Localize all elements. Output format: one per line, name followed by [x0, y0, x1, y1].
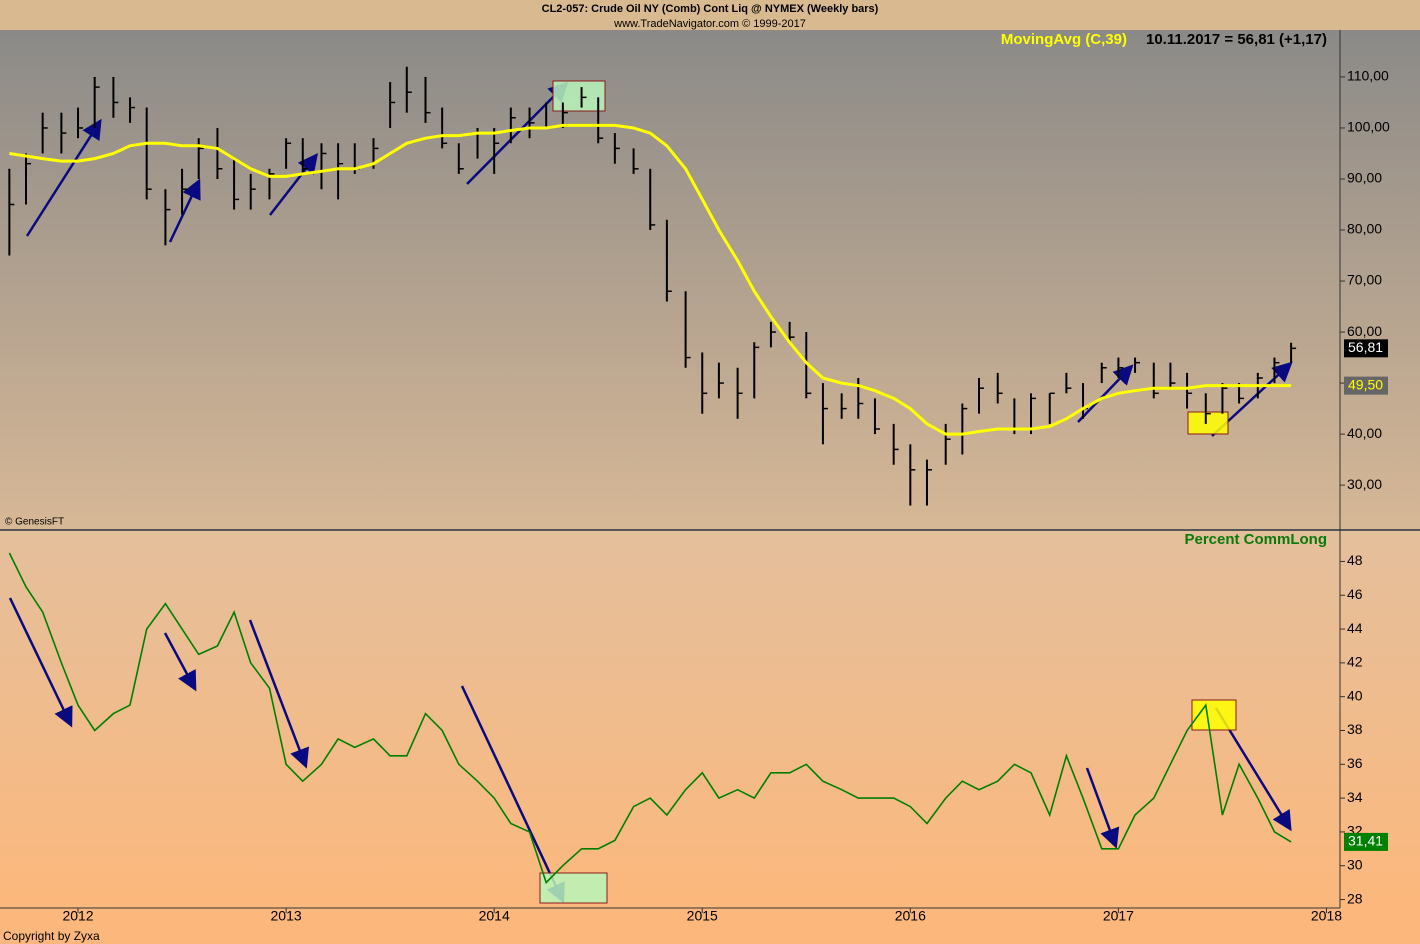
- y-tick-label: 44: [1347, 620, 1363, 636]
- y-tick-label: 42: [1347, 654, 1363, 670]
- x-tick-label: 2015: [687, 908, 718, 924]
- axis-bg: [0, 908, 1420, 944]
- y-tick-label: 60,00: [1347, 323, 1382, 339]
- price-panel: [0, 30, 1420, 530]
- last-value-label: 31,41: [1348, 833, 1383, 849]
- y-tick-label: 40,00: [1347, 425, 1382, 441]
- source: © GenesisFT: [5, 517, 64, 528]
- header-bg: [0, 0, 1420, 30]
- y-tick-label: 30,00: [1347, 476, 1382, 492]
- y-tick-label: 36: [1347, 755, 1363, 771]
- x-tick-label: 2014: [479, 908, 510, 924]
- plot: 30,0040,0050,0060,0070,0080,0090,00100,0…: [8, 66, 1390, 924]
- title: CL2-057: Crude Oil NY (Comb) Cont Liq @ …: [542, 3, 879, 15]
- x-tick-label: 2013: [271, 908, 302, 924]
- y-tick-label: 48: [1347, 552, 1363, 568]
- y-tick-label: 40: [1347, 687, 1363, 703]
- close-box: [1344, 339, 1388, 358]
- y-tick-label: 28: [1347, 890, 1363, 906]
- y-tick-label: 70,00: [1347, 272, 1382, 288]
- y-tick-label: 100,00: [1347, 119, 1390, 135]
- series-line: [9, 123, 1292, 436]
- x-tick-label: 2016: [895, 908, 926, 924]
- highlight-boxes: [539, 80, 1237, 904]
- annotations: [8, 81, 1293, 904]
- subtitle: www.TradeNavigator.com © 1999-2017: [613, 18, 806, 30]
- y-tick-label: 38: [1347, 721, 1363, 737]
- last-value-label: 49,50: [1348, 376, 1383, 392]
- legend: Percent CommLong: [1184, 531, 1327, 548]
- footer: Copyright by Zyxa: [3, 929, 100, 943]
- x-tick-label: 2018: [1311, 908, 1342, 924]
- y-tick-label: 46: [1347, 586, 1363, 602]
- y-tick-label: 90,00: [1347, 170, 1382, 186]
- y-tick-label: 80,00: [1347, 221, 1382, 237]
- last-value-box: [1344, 832, 1388, 851]
- last-value-box: [1344, 376, 1388, 395]
- indicator-label: MovingAvg (C,39): [1001, 31, 1127, 48]
- x-tick-label: 2012: [62, 908, 93, 924]
- readout: 10.11.2017 = 56,81 (+1,17): [1146, 31, 1327, 48]
- close-label: 56,81: [1348, 339, 1383, 355]
- y-tick-label: 110,00: [1347, 68, 1389, 84]
- y-tick-label: 30: [1347, 856, 1363, 872]
- series-line: [8, 552, 1292, 885]
- y-tick-label: 34: [1347, 789, 1363, 805]
- x-tick-label: 2017: [1103, 908, 1134, 924]
- cot-panel: [0, 530, 1420, 908]
